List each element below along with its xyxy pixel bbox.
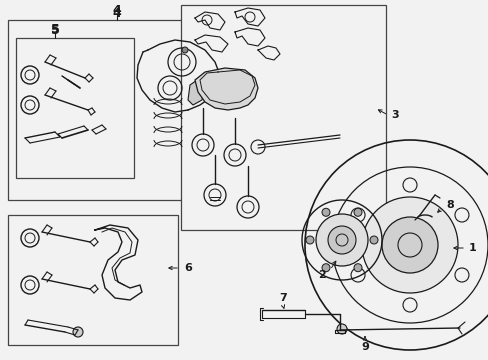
Circle shape [327,226,355,254]
Text: 8: 8 [445,200,453,210]
Text: 4: 4 [112,4,121,17]
Circle shape [321,264,329,272]
Polygon shape [187,78,204,105]
Text: 7: 7 [279,293,286,303]
Text: 5: 5 [51,23,59,36]
Text: 2: 2 [318,270,325,280]
Text: 1: 1 [468,243,476,253]
Text: 5: 5 [51,23,59,36]
Circle shape [361,197,457,293]
Circle shape [315,214,367,266]
Text: 6: 6 [183,263,192,273]
Bar [16,38,134,178]
Text: 4: 4 [112,6,121,19]
Circle shape [381,217,437,273]
Circle shape [321,208,329,216]
Circle shape [353,264,361,272]
Text: 3: 3 [390,110,398,120]
Circle shape [182,47,187,53]
Circle shape [336,324,346,334]
Text: 9: 9 [360,342,368,352]
Polygon shape [195,68,258,110]
Bar [8,20,244,200]
Circle shape [369,236,377,244]
Bar [8,215,178,345]
Circle shape [305,236,313,244]
Bar [181,5,385,230]
Circle shape [353,208,361,216]
Circle shape [73,327,83,337]
